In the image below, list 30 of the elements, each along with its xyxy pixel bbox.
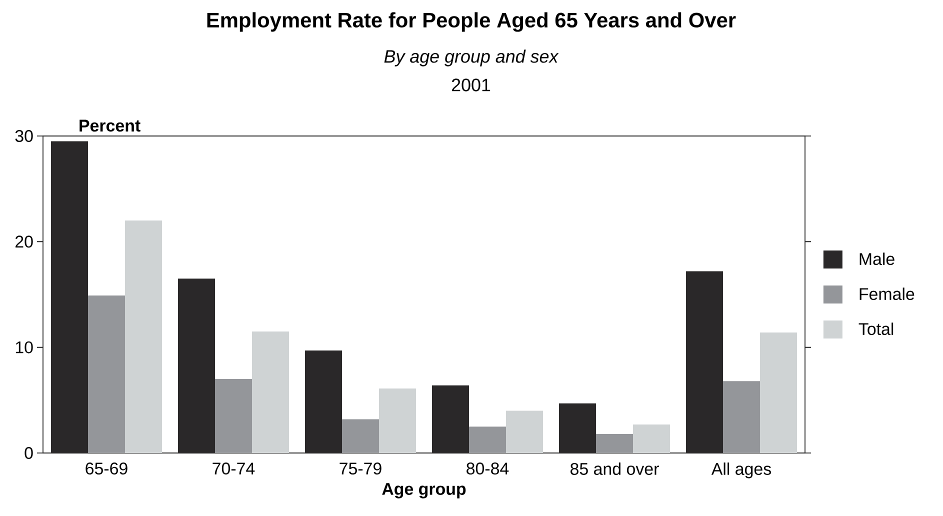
x-tick-label: 65-69	[86, 462, 128, 475]
bar	[723, 381, 760, 453]
y-tick-label: 0	[24, 447, 33, 459]
bar	[760, 332, 798, 453]
x-tick-label: 85 and over	[570, 462, 659, 475]
bar	[125, 220, 162, 453]
legend-label: Female	[860, 288, 914, 300]
bar	[88, 296, 125, 453]
x-tick-label: 75-79	[340, 462, 382, 475]
bar	[506, 410, 544, 453]
x-tick-label: 70-74	[212, 462, 255, 475]
bar	[469, 426, 506, 453]
x-tick-label: All ages	[711, 462, 771, 478]
x-tick-label: 80-84	[466, 462, 509, 475]
chart-subtitle: By age group and sex	[384, 50, 559, 66]
y-tick-label: 10	[16, 341, 33, 354]
bar	[215, 379, 252, 453]
y-tick-label: 30	[15, 130, 33, 142]
text: 2001	[452, 78, 490, 92]
bar	[342, 419, 379, 453]
legend-label: Total	[858, 322, 894, 336]
bar	[596, 434, 633, 453]
bar	[379, 388, 416, 453]
y-axis-title: Percent	[80, 120, 140, 132]
bar	[633, 424, 670, 453]
legend-label: Male	[860, 252, 894, 266]
x-axis-title: Age group	[382, 483, 466, 498]
bar	[252, 331, 289, 453]
chart-title: Employment Rate for People Aged 65 Years and Over	[207, 12, 736, 32]
y-tick-label: 20	[16, 236, 33, 248]
